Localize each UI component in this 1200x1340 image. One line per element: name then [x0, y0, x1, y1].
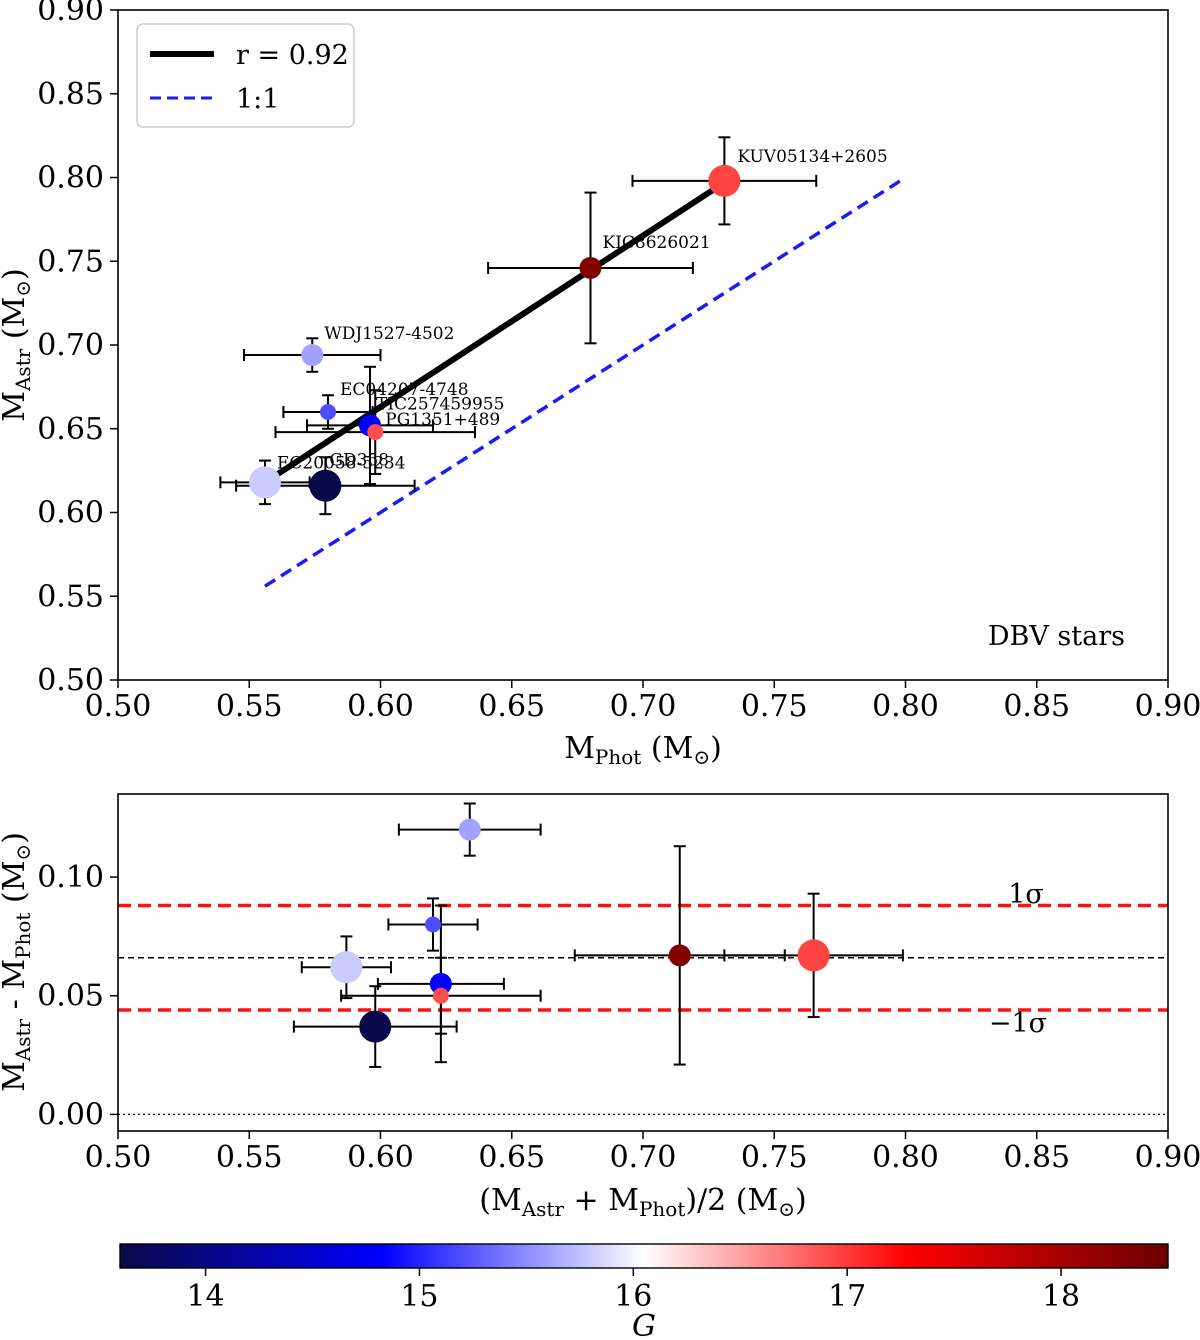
- bottom-x-tick-label: 0.75: [741, 1140, 808, 1175]
- point-label: EC04207-4748: [340, 380, 469, 400]
- top-point-labels: KUV05134+2605 KIC8626021 WDJ1527-4502 EC042…: [277, 147, 888, 474]
- top-x-tick-label: 0.85: [1003, 689, 1070, 724]
- bottom-axes-frame: [117, 793, 1169, 1132]
- bottom-x-ticks: 0.50 0.55 0.60 0.65 0.70 0.75 0.80 0.85 0.90: [85, 1131, 1200, 1175]
- top-y-ticks: 0.50 0.55 0.60 0.65 0.70 0.75 0.80 0.85 0.90: [37, 0, 118, 698]
- bottom-x-tick-label: 0.80: [872, 1140, 939, 1175]
- bottom-x-tick-label: 0.65: [478, 1140, 545, 1175]
- top-x-tick-label: 0.50: [85, 689, 152, 724]
- bottom-point: [429, 972, 452, 995]
- bottom-point: [797, 939, 830, 972]
- colorbar-tick-label: 17: [828, 1279, 866, 1314]
- top-y-tick-label: 0.65: [37, 412, 104, 447]
- point-label: PG1351+489: [385, 410, 500, 430]
- bottom-x-tick-label: 0.55: [216, 1140, 283, 1175]
- colorbar: 14 15 16 17 18 G: [119, 1243, 1169, 1340]
- legend-fit-label: r = 0.92: [236, 40, 349, 71]
- panel-annotation: DBV stars: [988, 621, 1125, 652]
- bottom-x-tick-label: 0.90: [1135, 1140, 1200, 1175]
- bottom-x-tick-label: 0.85: [1003, 1140, 1070, 1175]
- bottom-y-ticks: 0.00 0.05 0.10: [37, 860, 118, 1132]
- top-point: [301, 344, 324, 367]
- top-point: [249, 466, 281, 499]
- bottom-x-axis-label: (MAstr + MPhot)/2 (M⊙): [479, 1183, 806, 1221]
- top-panel: KUV05134+2605 KIC8626021 WDJ1527-4502 EC042…: [0, 0, 1200, 769]
- top-x-tick-label: 0.55: [216, 689, 283, 724]
- top-y-tick-label: 0.55: [37, 579, 104, 614]
- bottom-x-tick-label: 0.60: [347, 1140, 414, 1175]
- legend-box: [136, 23, 355, 128]
- top-x-ticks: 0.50 0.55 0.60 0.65 0.70 0.75 0.80 0.85 0.90: [85, 680, 1200, 724]
- top-x-tick-label: 0.75: [741, 689, 808, 724]
- bottom-point: [330, 951, 363, 984]
- plus-one-sigma-label: 1σ: [1008, 879, 1044, 910]
- legend-one-to-one-label: 1:1: [236, 84, 279, 115]
- top-y-tick-label: 0.85: [37, 77, 104, 112]
- legend: r = 0.92 1:1: [136, 23, 355, 128]
- point-label: EC20058-5234: [277, 453, 406, 473]
- bottom-point: [668, 944, 691, 967]
- top-x-tick-label: 0.65: [478, 689, 545, 724]
- top-y-axis-label: MAstr (M⊙): [0, 268, 35, 421]
- one-to-one-line: [264, 179, 902, 588]
- colorbar-tick-label: 14: [186, 1279, 224, 1314]
- top-x-tick-label: 0.90: [1135, 689, 1200, 724]
- bottom-point: [425, 916, 441, 933]
- top-x-tick-label: 0.80: [872, 689, 939, 724]
- top-point: [708, 164, 741, 197]
- top-y-tick-label: 0.70: [37, 328, 104, 363]
- bottom-x-tick-label: 0.50: [85, 1140, 152, 1175]
- bottom-y-tick-label: 0.05: [37, 979, 104, 1014]
- point-label: KUV05134+2605: [737, 147, 887, 167]
- bottom-x-tick-label: 0.70: [610, 1140, 677, 1175]
- point-label: TIC257459955: [376, 394, 504, 414]
- bottom-panel: 0.50 0.55 0.60 0.65 0.70 0.75 0.80 0.85 0.90 0.0…: [0, 793, 1200, 1221]
- top-x-tick-label: 0.70: [610, 689, 677, 724]
- colorbar-label: G: [632, 1309, 656, 1340]
- bottom-point: [359, 1010, 392, 1043]
- point-label: WDJ1527-4502: [324, 324, 454, 344]
- top-y-tick-label: 0.50: [37, 663, 104, 698]
- top-x-axis-label: MPhot (M⊙): [564, 731, 722, 769]
- top-point: [309, 469, 342, 502]
- point-label: GD358: [329, 451, 389, 471]
- top-y-tick-label: 0.90: [37, 0, 104, 28]
- bottom-point: [458, 818, 481, 841]
- colorbar-ticks: 14 15 16 17 18: [186, 1268, 1080, 1314]
- colorbar-gradient: [119, 1243, 1169, 1269]
- bottom-y-tick-label: 0.00: [37, 1097, 104, 1132]
- top-y-tick-label: 0.80: [37, 161, 104, 196]
- bottom-points: [330, 818, 830, 1043]
- bottom-y-axis-label: MAstr - MPhot (M⊙): [0, 832, 35, 1092]
- top-point: [320, 404, 336, 420]
- point-label: KIC8626021: [603, 233, 711, 253]
- top-y-tick-label: 0.60: [37, 496, 104, 531]
- bottom-y-tick-label: 0.10: [37, 860, 104, 895]
- top-points: [249, 164, 741, 502]
- colorbar-tick-label: 15: [400, 1279, 438, 1314]
- bottom-point: [432, 987, 449, 1004]
- colorbar-tick-label: 16: [614, 1279, 652, 1314]
- minus-one-sigma-label: −1σ: [989, 1008, 1047, 1039]
- bottom-reference-lines: [118, 903, 1168, 1116]
- colorbar-tick-label: 18: [1042, 1279, 1080, 1314]
- top-x-tick-label: 0.60: [347, 689, 414, 724]
- top-point: [367, 424, 384, 441]
- top-point: [579, 256, 602, 279]
- top-y-tick-label: 0.75: [37, 244, 104, 279]
